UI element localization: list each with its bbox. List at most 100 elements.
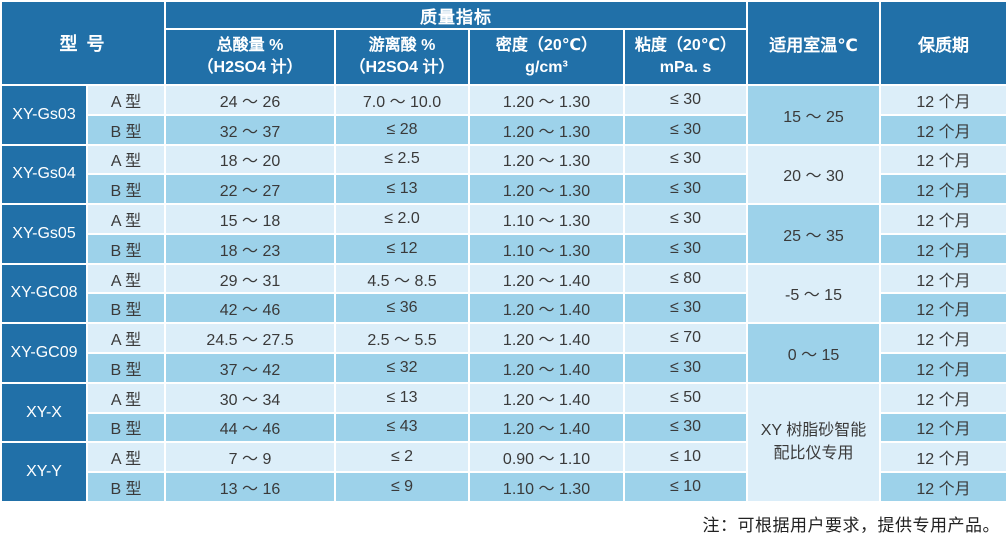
type-cell: B 型 xyxy=(85,352,167,384)
spec-table: 型 号 质量指标 适用室温℃ 保质期 总酸量 % （H2SO4 计） 游离酸 %… xyxy=(0,0,1006,504)
cell-viscosity: ≤ 30 xyxy=(623,352,749,384)
cell-free-acid: ≤ 9 xyxy=(334,471,471,503)
table-row: XY-Y A 型 7 ～ 9 ≤ 2 0.90 ～ 1.10 ≤ 10 12 个… xyxy=(0,441,1006,503)
cell-density: 1.20 ～ 1.30 xyxy=(468,113,626,146)
cell-total-acid: 37 ～ 42 xyxy=(164,352,337,384)
cell-viscosity: ≤ 30 xyxy=(623,113,749,146)
table-row: XY-X A 型 30 ～ 34 ≤ 13 1.20 ～ 1.40 ≤ 50 X… xyxy=(0,381,1006,504)
cell-density: 1.20 ～ 1.40 xyxy=(468,352,626,384)
cell-density: 1.20 ～ 1.30 xyxy=(468,143,626,176)
cell-viscosity: ≤ 30 xyxy=(623,173,749,206)
cell-viscosity: ≤ 80 xyxy=(623,262,749,295)
cell-viscosity: ≤ 10 xyxy=(623,441,749,474)
shelf-cell: 12 个月 xyxy=(879,262,1006,295)
header-density-line1: 密度（20℃） xyxy=(495,37,598,55)
header-density: 密度（20℃） g/cm³ xyxy=(468,28,626,86)
header-total-acid-line1: 总酸量 % xyxy=(216,37,284,55)
cell-total-acid: 22 ～ 27 xyxy=(164,173,337,206)
cell-total-acid: 15 ～ 18 xyxy=(164,203,337,235)
header-row-1: 型 号 质量指标 适用室温℃ 保质期 xyxy=(0,0,1006,86)
cell-total-acid: 13 ～ 16 xyxy=(164,471,337,503)
cell-density: 1.20 ～ 1.40 xyxy=(468,322,626,355)
shelf-cell: 12 个月 xyxy=(879,292,1006,325)
header-quality-indicators: 质量指标 xyxy=(164,0,749,30)
temp-cell: -5 ～ 15 xyxy=(746,262,882,325)
cell-free-acid: ≤ 2 xyxy=(334,441,471,474)
header-free-acid: 游离酸 % （H2SO4 计） xyxy=(334,28,471,86)
cell-total-acid: 44 ～ 46 xyxy=(164,411,337,444)
cell-density: 0.90 ～ 1.10 xyxy=(468,441,626,474)
table-row: XY-GC09 A 型 24.5 ～ 27.5 2.5 ～ 5.5 1.20 ～… xyxy=(0,322,1006,384)
type-cell: A 型 xyxy=(85,143,167,176)
header-density-line2: g/cm³ xyxy=(525,59,568,76)
cell-total-acid: 32 ～ 37 xyxy=(164,113,337,146)
footnote: 注：可根据用户要求，提供专用产品。 xyxy=(702,516,1000,535)
cell-free-acid: ≤ 2.5 xyxy=(334,143,471,176)
shelf-cell: 12 个月 xyxy=(879,322,1006,355)
cell-free-acid: ≤ 32 xyxy=(334,352,471,384)
cell-total-acid: 42 ～ 46 xyxy=(164,292,337,325)
model-cell: XY-Gs04 xyxy=(0,143,88,206)
cell-density: 1.20 ～ 1.40 xyxy=(468,381,626,414)
temp-cell: 15 ～ 25 xyxy=(746,84,882,146)
shelf-cell: 12 个月 xyxy=(879,471,1006,503)
table-row: B 型 22 ～ 27 ≤ 13 1.20 ～ 1.30 ≤ 30 12 个月 xyxy=(1,173,1006,206)
shelf-cell: 12 个月 xyxy=(879,173,1006,206)
cell-total-acid: 29 ～ 31 xyxy=(164,262,337,295)
cell-total-acid: 18 ～ 20 xyxy=(164,143,337,176)
cell-density: 1.10 ～ 1.30 xyxy=(468,203,626,235)
model-cell: XY-Y xyxy=(0,441,88,503)
cell-free-acid: ≤ 2.0 xyxy=(334,203,471,235)
cell-density: 1.10 ～ 1.30 xyxy=(468,232,626,265)
model-cell: XY-GC08 xyxy=(0,262,88,325)
shelf-cell: 12 个月 xyxy=(879,441,1006,474)
header-shelf-life: 保质期 xyxy=(879,0,1006,86)
cell-viscosity: ≤ 30 xyxy=(623,232,749,265)
header-model: 型 号 xyxy=(0,0,167,86)
shelf-cell: 12 个月 xyxy=(879,113,1006,146)
temp-cell-line1: XY 树脂砂智能 xyxy=(760,422,867,440)
table-row: B 型 37 ～ 42 ≤ 32 1.20 ～ 1.40 ≤ 30 12 个月 xyxy=(1,352,1006,384)
table-row: XY-Gs05 A 型 15 ～ 18 ≤ 2.0 1.10 ～ 1.30 ≤ … xyxy=(0,203,1006,265)
table-row: XY-GC08 A 型 29 ～ 31 4.5 ～ 8.5 1.20 ～ 1.4… xyxy=(0,262,1006,325)
header-room-temp: 适用室温℃ xyxy=(746,0,882,86)
shelf-cell: 12 个月 xyxy=(879,232,1006,265)
model-cell: XY-X xyxy=(0,381,88,444)
cell-density: 1.20 ～ 1.30 xyxy=(468,84,626,116)
header-free-acid-line2: （H2SO4 计） xyxy=(349,59,455,76)
table-header: 型 号 质量指标 适用室温℃ 保质期 总酸量 % （H2SO4 计） 游离酸 %… xyxy=(0,0,1006,86)
cell-density: 1.20 ～ 1.40 xyxy=(468,292,626,325)
type-cell: A 型 xyxy=(85,381,167,414)
table-row: B 型 44 ～ 46 ≤ 43 1.20 ～ 1.40 ≤ 30 12 个月 xyxy=(1,411,1006,444)
cell-density: 1.20 ～ 1.30 xyxy=(468,173,626,206)
cell-total-acid: 24.5 ～ 27.5 xyxy=(164,322,337,355)
temp-cell-xy-dedicated: XY 树脂砂智能 配比仪专用 xyxy=(746,381,882,504)
table-row: B 型 13 ～ 16 ≤ 9 1.10 ～ 1.30 ≤ 10 12 个月 xyxy=(1,471,1006,503)
header-free-acid-line1: 游离酸 % xyxy=(368,37,436,55)
cell-viscosity: ≤ 10 xyxy=(623,471,749,503)
table-row: XY-Gs03 A 型 24 ～ 26 7.0 ～ 10.0 1.20 ～ 1.… xyxy=(0,84,1006,146)
cell-viscosity: ≤ 30 xyxy=(623,143,749,176)
cell-total-acid: 30 ～ 34 xyxy=(164,381,337,414)
header-viscosity-line2: mPa. s xyxy=(659,59,712,76)
cell-density: 1.20 ～ 1.40 xyxy=(468,262,626,295)
cell-free-acid: ≤ 43 xyxy=(334,411,471,444)
type-cell: B 型 xyxy=(85,232,167,265)
type-cell: B 型 xyxy=(85,292,167,325)
cell-total-acid: 7 ～ 9 xyxy=(164,441,337,474)
table-row: B 型 32 ～ 37 ≤ 28 1.20 ～ 1.30 ≤ 30 12 个月 xyxy=(1,113,1006,146)
shelf-cell: 12 个月 xyxy=(879,84,1006,116)
header-total-acid: 总酸量 % （H2SO4 计） xyxy=(164,28,337,86)
cell-viscosity: ≤ 30 xyxy=(623,411,749,444)
model-cell: XY-Gs05 xyxy=(0,203,88,265)
type-cell: B 型 xyxy=(85,173,167,206)
cell-density: 1.20 ～ 1.40 xyxy=(468,411,626,444)
header-viscosity-line1: 粘度（20℃） xyxy=(634,37,737,55)
cell-viscosity: ≤ 30 xyxy=(623,292,749,325)
shelf-cell: 12 个月 xyxy=(879,203,1006,235)
shelf-cell: 12 个月 xyxy=(879,411,1006,444)
cell-viscosity: ≤ 50 xyxy=(623,381,749,414)
temp-cell: 25 ～ 35 xyxy=(746,203,882,265)
type-cell: A 型 xyxy=(85,262,167,295)
temp-cell: 20 ～ 30 xyxy=(746,143,882,206)
